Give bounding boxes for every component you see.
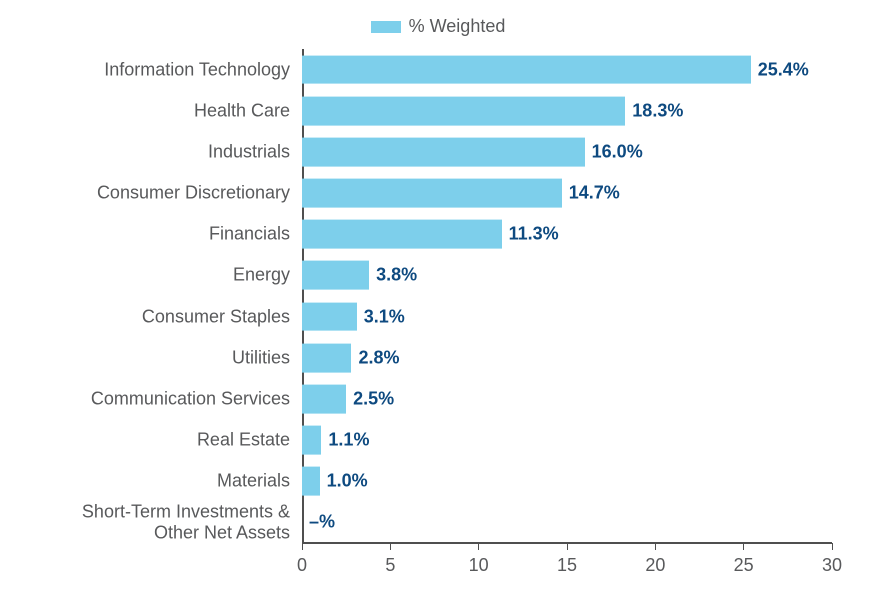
chart-row: Communication Services2.5% <box>302 378 832 419</box>
bar <box>302 385 346 414</box>
value-label: 3.1% <box>364 306 405 327</box>
category-label: Information Technology <box>22 59 302 80</box>
value-label: 25.4% <box>758 59 809 80</box>
category-label: Energy <box>22 265 302 286</box>
x-tick-label: 5 <box>385 555 395 576</box>
value-label: –% <box>309 512 335 533</box>
legend-label: % Weighted <box>409 16 506 37</box>
chart-row: Information Technology25.4% <box>302 49 832 90</box>
bar <box>302 220 502 249</box>
value-label: 11.3% <box>509 224 559 245</box>
bar <box>302 426 321 455</box>
chart-row: Consumer Discretionary14.7% <box>302 173 832 214</box>
value-label: 18.3% <box>632 100 683 121</box>
bar <box>302 261 369 290</box>
chart-row: Utilities2.8% <box>302 337 832 378</box>
x-tick <box>302 543 303 550</box>
x-tick-label: 25 <box>734 555 754 576</box>
bar <box>302 179 562 208</box>
value-label: 1.0% <box>327 471 368 492</box>
x-tick-label: 0 <box>297 555 307 576</box>
legend-swatch <box>371 21 401 33</box>
bar <box>302 138 585 167</box>
category-label: Consumer Staples <box>22 306 302 327</box>
category-label: Financials <box>22 224 302 245</box>
category-label: Real Estate <box>22 430 302 451</box>
chart-row: Real Estate1.1% <box>302 420 832 461</box>
plot-area: 051015202530Information Technology25.4%H… <box>302 49 832 543</box>
x-tick-label: 20 <box>645 555 665 576</box>
value-label: 1.1% <box>328 430 369 451</box>
x-tick <box>567 543 568 550</box>
value-label: 3.8% <box>376 265 417 286</box>
x-tick <box>743 543 744 550</box>
value-label: 2.5% <box>353 388 394 409</box>
bar <box>302 343 351 372</box>
chart-row: Materials1.0% <box>302 461 832 502</box>
category-label: Utilities <box>22 347 302 368</box>
category-label: Health Care <box>22 100 302 121</box>
category-label: Communication Services <box>22 389 302 410</box>
x-tick <box>832 543 833 550</box>
chart-legend: % Weighted <box>0 16 876 38</box>
x-tick-label: 15 <box>557 555 577 576</box>
category-label: Industrials <box>22 142 302 163</box>
value-label: 14.7% <box>569 183 620 204</box>
bar <box>302 467 320 496</box>
bar <box>302 302 357 331</box>
x-tick <box>478 543 479 550</box>
x-tick <box>655 543 656 550</box>
weighting-bar-chart: % Weighted 051015202530Information Techn… <box>0 0 876 600</box>
chart-row: Energy3.8% <box>302 255 832 296</box>
chart-row: Health Care18.3% <box>302 90 832 131</box>
chart-row: Consumer Staples3.1% <box>302 296 832 337</box>
legend-item: % Weighted <box>371 16 506 37</box>
category-label: Consumer Discretionary <box>22 183 302 204</box>
chart-row: Short-Term Investments &Other Net Assets… <box>302 502 832 543</box>
category-label: Short-Term Investments &Other Net Assets <box>22 502 302 543</box>
x-tick-label: 10 <box>469 555 489 576</box>
x-tick-label: 30 <box>822 555 842 576</box>
value-label: 16.0% <box>592 141 643 162</box>
chart-row: Industrials16.0% <box>302 131 832 172</box>
category-label: Materials <box>22 471 302 492</box>
bar <box>302 55 751 84</box>
chart-row: Financials11.3% <box>302 214 832 255</box>
value-label: 2.8% <box>358 347 399 368</box>
bar <box>302 96 625 125</box>
x-tick <box>390 543 391 550</box>
